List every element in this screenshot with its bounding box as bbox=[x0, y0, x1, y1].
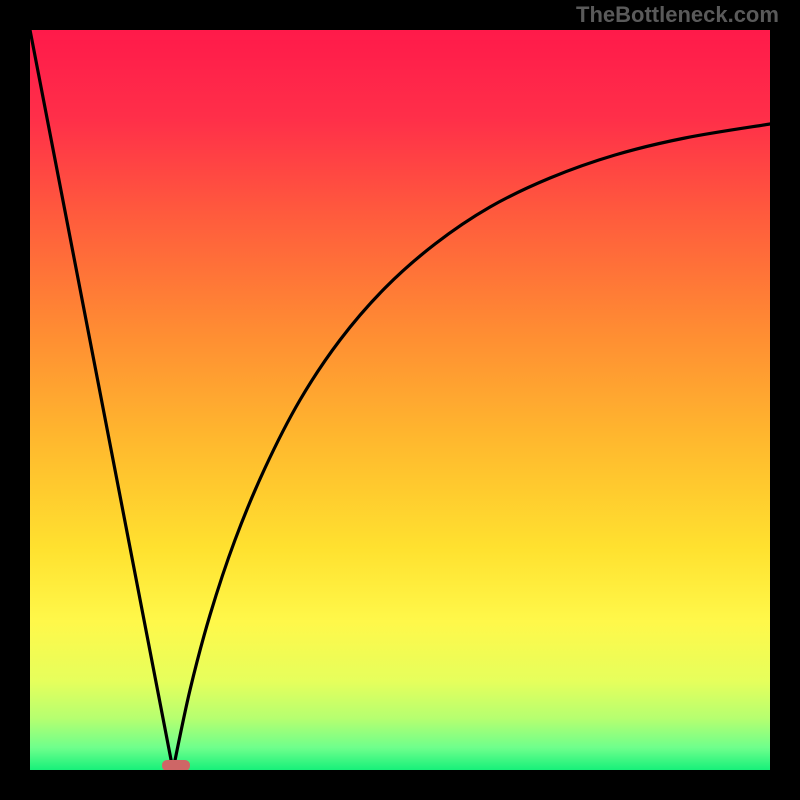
bottleneck-curve bbox=[30, 30, 770, 770]
watermark-text: TheBottleneck.com bbox=[576, 2, 779, 28]
plot-area bbox=[30, 30, 770, 770]
chart-frame: TheBottleneck.com bbox=[0, 0, 800, 800]
trough-marker bbox=[162, 760, 190, 770]
